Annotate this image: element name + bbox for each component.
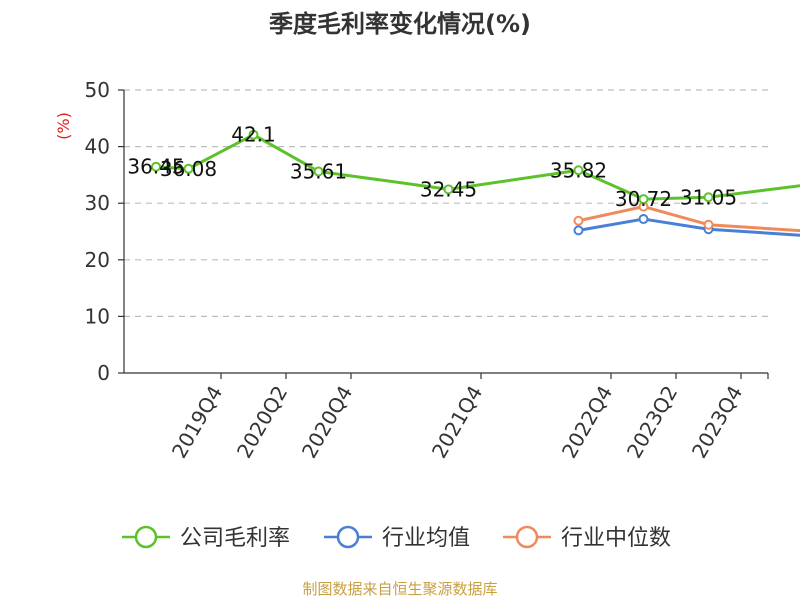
x-tick-label: 2020Q4 — [297, 382, 357, 463]
source-note: 制图数据来自恒生聚源数据库 — [302, 580, 498, 598]
data-point[interactable] — [183, 163, 194, 174]
data-point[interactable] — [443, 184, 454, 195]
y-tick-label: 20 — [85, 248, 110, 272]
legend: 公司毛利率 行业均值 行业中位数 — [122, 525, 671, 551]
x-tick-label: 2021Q4 — [427, 382, 487, 463]
data-point[interactable] — [703, 192, 714, 203]
axis-layer: 0 10 20 30 40 50 2019Q4 2020Q2 2020Q4 2021Q4 2022Q… — [85, 78, 769, 463]
legend-item-label[interactable]: 行业均值 — [382, 526, 470, 551]
y-tick-label: 10 — [85, 304, 110, 328]
legend-item-label[interactable]: 公司毛利率 — [180, 526, 290, 551]
data-label: 42.1 — [231, 123, 276, 147]
data-point[interactable] — [573, 165, 584, 176]
data-point[interactable] — [573, 225, 584, 236]
data-label: 32.45 — [420, 177, 477, 201]
data-label: 36.45 — [127, 155, 184, 179]
data-label: 36.08 — [160, 157, 217, 181]
legend-swatch-marker — [515, 525, 539, 549]
data-point[interactable] — [638, 214, 649, 225]
data-point[interactable] — [573, 215, 584, 226]
data-point[interactable] — [313, 166, 324, 177]
legend-swatch-marker — [134, 525, 158, 549]
x-tick-label: 2019Q4 — [167, 382, 227, 463]
series-line-2 — [578, 205, 800, 233]
x-tick-label: 2023Q4 — [687, 382, 747, 463]
series-layer — [151, 129, 800, 237]
y-tick-label: 40 — [85, 135, 110, 159]
x-tick-label: 2023Q2 — [622, 382, 682, 463]
x-tick-label: 2022Q4 — [557, 382, 617, 463]
data-label-layer: 36.4536.0842.135.6132.4535.8230.7231.053… — [127, 123, 737, 211]
y-tick-label: 30 — [85, 191, 110, 215]
series-line-1 — [578, 217, 800, 237]
y-tick-label: 50 — [85, 78, 110, 102]
grid-layer — [124, 89, 768, 317]
data-label: 35.82 — [550, 158, 607, 182]
data-point[interactable] — [248, 129, 259, 140]
y-axis-unit-label: (%) — [54, 112, 73, 140]
data-label: 31.05 — [680, 185, 737, 209]
y-tick-label: 0 — [97, 361, 110, 385]
data-point[interactable] — [638, 194, 649, 205]
legend-swatch-marker — [336, 525, 360, 549]
legend-item-label[interactable]: 行业中位数 — [561, 526, 671, 551]
data-point[interactable] — [151, 161, 161, 172]
chart-title: 季度毛利率变化情况(%) — [269, 10, 531, 38]
data-label: 30.72 — [615, 187, 672, 211]
data-point[interactable] — [703, 219, 714, 230]
x-tick-label: 2020Q2 — [232, 382, 292, 463]
data-label: 35.61 — [290, 159, 347, 183]
series-line-0 — [155, 133, 800, 201]
